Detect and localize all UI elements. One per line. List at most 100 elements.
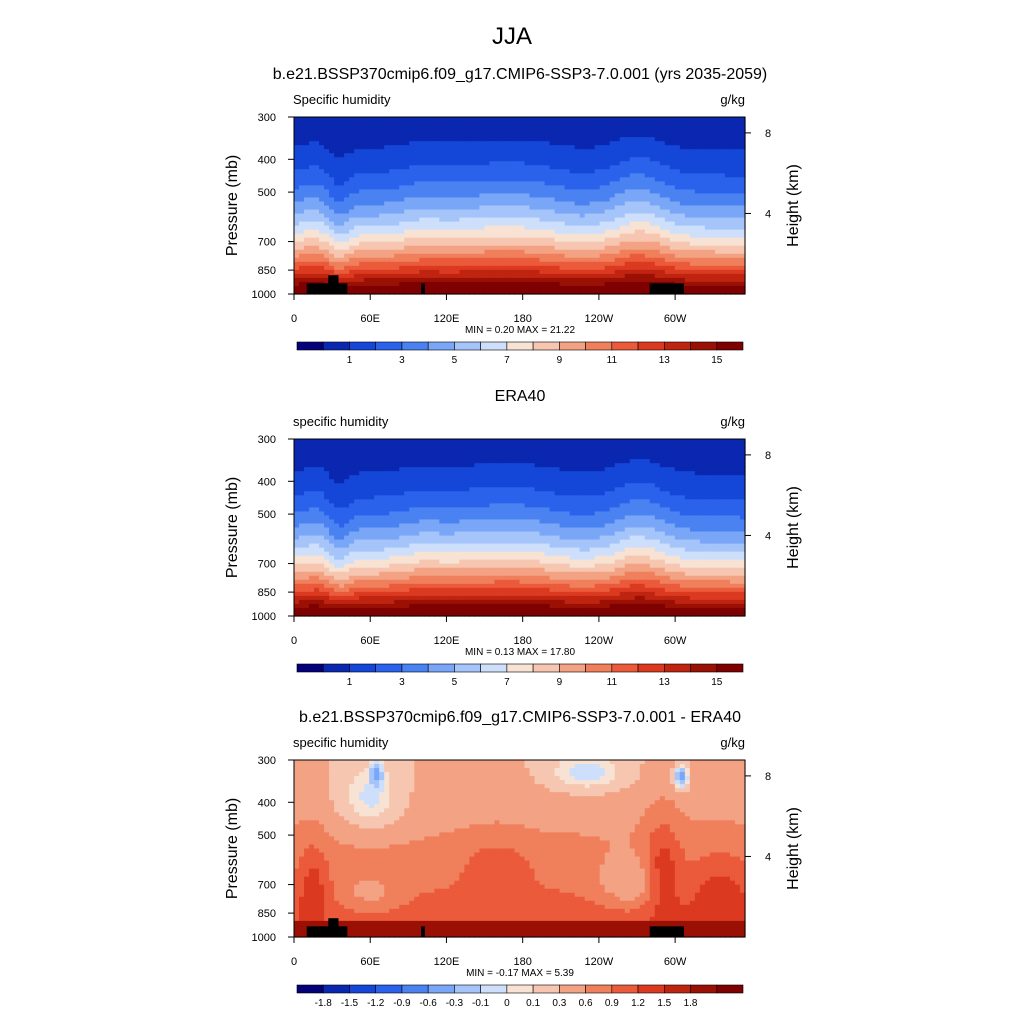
field-cell (439, 459, 445, 464)
field-cell (469, 479, 475, 484)
field-cell (399, 281, 405, 287)
field-cell (349, 141, 355, 146)
field-cell (709, 265, 716, 271)
field-cell (399, 455, 405, 460)
field-cell (339, 129, 345, 134)
field-cell (479, 225, 486, 231)
field-cell (469, 245, 475, 251)
field-cell (479, 161, 486, 166)
field-cell (574, 249, 581, 255)
field-cell (614, 165, 621, 170)
field-cell (444, 241, 450, 247)
field-cell (589, 253, 596, 259)
field-cell (539, 439, 546, 444)
field-cell (479, 249, 486, 255)
field-cell (649, 265, 656, 271)
field-cell (494, 125, 501, 130)
field-cell (319, 261, 325, 267)
field-cell (384, 213, 390, 219)
field-cell (504, 133, 511, 138)
field-cell (479, 197, 486, 203)
field-cell (664, 153, 671, 158)
field-cell (359, 459, 365, 464)
field-cell (464, 177, 470, 182)
field-cell (354, 149, 360, 154)
field-cell (539, 233, 546, 239)
field-cell (489, 133, 496, 138)
field-cell (389, 277, 395, 283)
field-cell (449, 451, 455, 456)
field-cell (444, 447, 450, 452)
field-cell (444, 281, 450, 287)
field-cell (609, 149, 616, 154)
field-cell (649, 201, 656, 207)
field-cell (489, 289, 496, 295)
field-cell (579, 141, 586, 146)
field-cell (509, 257, 516, 263)
field-cell (589, 165, 596, 170)
field-cell (599, 197, 606, 203)
field-cell (524, 463, 531, 468)
field-cell (509, 463, 516, 468)
field-cell (314, 249, 320, 255)
field-cell (609, 129, 616, 134)
figure-title: JJA (492, 23, 532, 50)
field-cell (494, 145, 501, 150)
field-cell (344, 221, 350, 227)
field-cell (614, 253, 621, 259)
field-cell (519, 225, 526, 231)
field-cell (674, 225, 681, 231)
field-cell (399, 265, 405, 271)
field-cell (609, 153, 616, 158)
field-cell (314, 443, 320, 448)
field-cell (459, 181, 465, 186)
field-cell (354, 177, 360, 182)
field-cell (679, 173, 686, 178)
field-cell (499, 277, 506, 283)
field-cell (504, 225, 511, 231)
field-cell (354, 257, 360, 263)
field-cell (439, 161, 445, 166)
field-cell (359, 475, 365, 480)
field-cell (664, 265, 671, 271)
field-cell (394, 479, 400, 484)
field-cell (449, 229, 455, 235)
field-cell (519, 165, 526, 170)
field-cell (649, 205, 656, 211)
field-cell (689, 157, 696, 162)
field-cell (714, 439, 721, 444)
field-cell (439, 157, 445, 162)
field-cell (479, 137, 486, 142)
field-cell (639, 467, 646, 472)
field-cell (639, 241, 646, 247)
panel-model: b.e21.BSSP370cmip6.f09_g17.CMIP6-SSP3-7.… (224, 66, 802, 366)
field-cell (404, 137, 410, 142)
field-cell (459, 197, 465, 203)
field-cell (729, 197, 736, 203)
field-cell (409, 463, 415, 468)
field-cell (339, 177, 345, 182)
field-cell (379, 217, 385, 223)
field-cell (319, 193, 325, 199)
field-cell (604, 451, 611, 456)
field-cell (399, 165, 405, 170)
field-cell (434, 463, 440, 468)
field-cell (694, 181, 701, 186)
field-cell (519, 137, 526, 142)
field-cell (334, 459, 340, 464)
field-cell (324, 471, 330, 476)
field-cell (409, 249, 415, 255)
field-cell (469, 269, 475, 275)
field-cell (389, 205, 395, 211)
field-cell (379, 221, 385, 227)
field-cell (639, 261, 646, 267)
field-cell (644, 237, 651, 243)
field-cell (554, 189, 561, 195)
field-cell (609, 233, 616, 239)
field-cell (734, 285, 741, 291)
field-cell (329, 217, 335, 223)
field-cell (434, 161, 440, 166)
field-cell (514, 157, 521, 162)
field-cell (454, 189, 460, 195)
field-cell (624, 197, 631, 203)
